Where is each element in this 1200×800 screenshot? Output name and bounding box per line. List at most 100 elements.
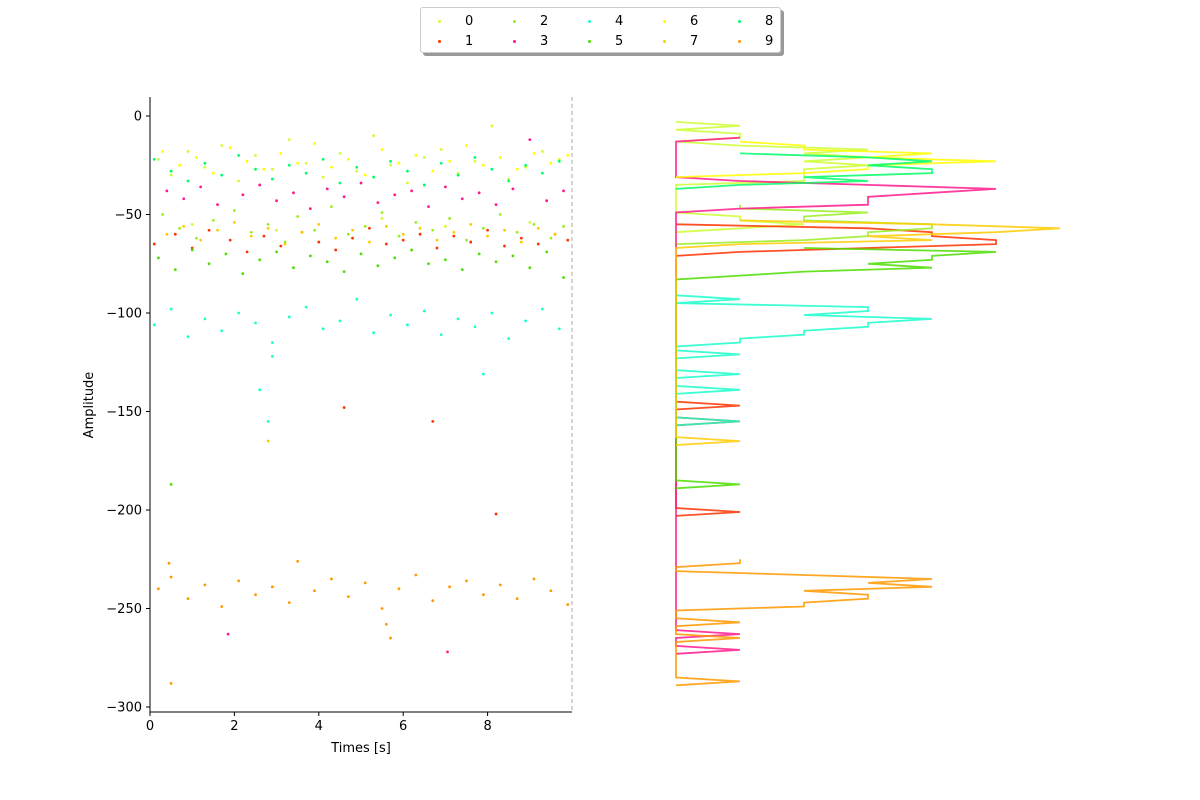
scatter-point-series-1 bbox=[452, 234, 456, 238]
y-tick-label: −300 bbox=[106, 701, 142, 716]
scatter-point-series-6 bbox=[532, 152, 536, 155]
legend-item-5: 5 bbox=[571, 32, 641, 52]
scatter-point-series-3 bbox=[460, 197, 464, 201]
y-tick-label: −50 bbox=[115, 208, 142, 223]
scatter-point-series-8 bbox=[456, 173, 460, 177]
scatter-point-series-8 bbox=[507, 179, 511, 183]
scatter-point-series-3 bbox=[165, 189, 169, 193]
scatter-point-series-5 bbox=[444, 258, 447, 262]
scatter-point-series-9 bbox=[481, 593, 485, 597]
scatter-point-series-8 bbox=[321, 157, 325, 161]
x-tick-label: 6 bbox=[399, 719, 407, 734]
scatter-point-series-4 bbox=[287, 315, 291, 319]
legend: 0 1 2 3 4 5 6 7 8 9 bbox=[420, 7, 781, 53]
scatter-point-series-9 bbox=[237, 579, 241, 583]
scatter-point-series-7 bbox=[469, 222, 473, 226]
scatter-point-series-2 bbox=[249, 230, 253, 234]
scatter-point-series-4 bbox=[266, 419, 270, 423]
scatter-point-series-3 bbox=[494, 203, 498, 207]
scatter-point-series-8 bbox=[372, 175, 376, 179]
scatter-point-series-2 bbox=[448, 217, 452, 220]
scatter-point-series-1 bbox=[245, 250, 249, 254]
scatter-point-series-3 bbox=[393, 193, 397, 197]
legend-item-8: 8 bbox=[721, 12, 791, 32]
scatter-point-series-7 bbox=[283, 242, 287, 246]
scatter-point-series-5 bbox=[562, 276, 565, 279]
histogram-line-series-8 bbox=[675, 152, 933, 190]
histogram-line-series-7 bbox=[675, 219, 1061, 446]
scatter-point-series-8 bbox=[541, 171, 544, 175]
legend-label: 1 bbox=[465, 34, 474, 49]
x-axis-label: Times [s] bbox=[330, 741, 391, 756]
scatter-point-series-4 bbox=[186, 335, 190, 339]
legend-label: 9 bbox=[765, 34, 774, 49]
scatter-point-series-7 bbox=[165, 232, 169, 236]
scatter-point-series-4 bbox=[270, 341, 274, 344]
legend-marker bbox=[663, 40, 666, 43]
scatter-point-series-5 bbox=[528, 266, 532, 270]
scatter-point-series-3 bbox=[511, 187, 515, 191]
scatter-point-series-8 bbox=[270, 177, 274, 181]
scatter-point-series-0 bbox=[287, 138, 291, 142]
scatter-point-series-2 bbox=[195, 236, 198, 240]
scatter-point-series-4 bbox=[473, 325, 477, 329]
scatter-point-series-2 bbox=[266, 222, 270, 226]
y-tick-label: −200 bbox=[106, 504, 142, 519]
scatter-point-series-5 bbox=[292, 266, 295, 270]
scatter-point-series-6 bbox=[346, 157, 350, 161]
legend-marker bbox=[738, 40, 741, 43]
scatter-point-series-4 bbox=[169, 307, 173, 311]
scatter-point-series-0 bbox=[557, 157, 561, 161]
scatter-point-series-9 bbox=[363, 581, 367, 585]
scatter-point-series-5 bbox=[173, 268, 177, 272]
y-tick-label: −150 bbox=[106, 405, 142, 420]
scatter-point-series-9 bbox=[169, 681, 173, 685]
scatter-point-series-2 bbox=[161, 213, 165, 216]
scatter-point-series-7 bbox=[435, 238, 439, 242]
histogram-line-series-4 bbox=[675, 294, 933, 427]
scatter-point-series-3 bbox=[182, 197, 186, 201]
scatter-point-series-4 bbox=[152, 323, 156, 327]
scatter-point-series-2 bbox=[283, 240, 287, 244]
scatter-point-series-4 bbox=[406, 323, 409, 327]
scatter-point-series-9 bbox=[566, 603, 570, 606]
scatter-point-series-7 bbox=[266, 226, 270, 230]
scatter-point-series-0 bbox=[186, 150, 190, 153]
scatter-point-series-0 bbox=[169, 173, 173, 177]
scatter-point-series-4 bbox=[338, 319, 342, 323]
scatter-point-series-2 bbox=[346, 232, 350, 236]
scatter-point-series-2 bbox=[515, 230, 519, 234]
scatter-point-series-1 bbox=[486, 228, 489, 232]
scatter-point-series-4 bbox=[254, 321, 257, 325]
scatter-point-series-5 bbox=[359, 252, 363, 256]
histogram-line-series-6 bbox=[675, 140, 997, 178]
scatter-point-series-8 bbox=[237, 154, 241, 157]
legend-marker bbox=[588, 20, 591, 23]
legend-marker bbox=[438, 40, 441, 43]
scatter-point-series-8 bbox=[220, 173, 224, 177]
legend-label: 0 bbox=[465, 14, 474, 29]
scatter-point-series-7 bbox=[266, 439, 270, 443]
scatter-point-series-6 bbox=[566, 154, 570, 157]
x-tick-label: 8 bbox=[483, 719, 491, 734]
scatter-point-series-5 bbox=[207, 262, 211, 266]
scatter-point-series-0 bbox=[355, 169, 359, 173]
scatter-point-series-0 bbox=[372, 134, 376, 138]
scatter-point-series-2 bbox=[233, 209, 236, 212]
scatter-point-series-9 bbox=[270, 585, 274, 589]
scatter-point-series-8 bbox=[203, 161, 207, 165]
legend-marker bbox=[513, 40, 516, 43]
scatter-point-series-1 bbox=[262, 234, 266, 238]
scatter-point-series-0 bbox=[270, 167, 274, 171]
scatter-point-series-8 bbox=[490, 167, 494, 171]
scatter-point-series-0 bbox=[524, 165, 527, 169]
scatter-point-series-7 bbox=[233, 220, 236, 224]
scatter-point-series-9 bbox=[431, 599, 435, 603]
scatter-point-series-9 bbox=[254, 593, 257, 597]
scatter-point-series-1 bbox=[351, 236, 354, 240]
scatter-point-series-0 bbox=[254, 154, 257, 157]
scatter-point-series-9 bbox=[389, 636, 392, 640]
scatter-point-series-6 bbox=[448, 159, 452, 163]
scatter-point-series-7 bbox=[199, 238, 203, 242]
scatter-point-series-2 bbox=[532, 222, 536, 226]
